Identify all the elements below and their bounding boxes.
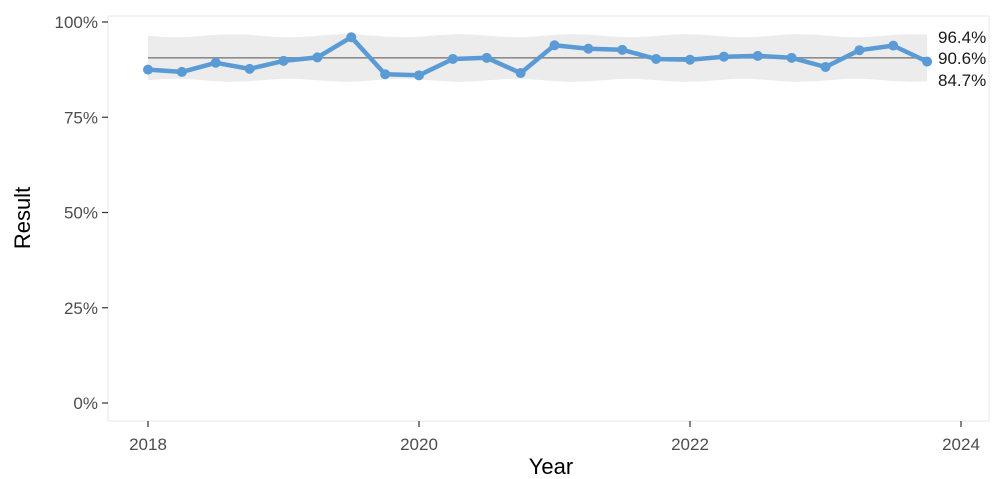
data-point — [278, 55, 289, 66]
data-point — [481, 52, 492, 63]
data-point — [515, 68, 526, 79]
data-point — [820, 61, 831, 72]
upper-limit-label: 96.4% — [938, 28, 986, 47]
y-tick-label: 0% — [73, 394, 98, 413]
series-points — [143, 32, 933, 81]
x-axis-title: Year — [529, 454, 573, 479]
data-point — [143, 64, 153, 75]
y-tick-label: 75% — [64, 108, 98, 127]
data-point — [549, 40, 560, 51]
data-point — [380, 69, 391, 80]
data-point — [617, 44, 628, 55]
x-tick-label: 2022 — [671, 435, 709, 454]
data-point — [854, 45, 865, 56]
series-line — [145, 34, 930, 78]
y-tick-label: 50% — [64, 204, 98, 223]
data-point — [210, 57, 221, 68]
y-tick-label: 100% — [55, 13, 98, 32]
data-point — [685, 54, 695, 65]
data-point — [922, 56, 933, 67]
x-tick-label: 2020 — [400, 435, 438, 454]
data-point — [414, 70, 424, 81]
data-point — [786, 52, 797, 63]
data-point — [447, 53, 458, 64]
y-axis-title: Result — [10, 187, 35, 249]
x-tick-label: 2024 — [942, 435, 980, 454]
lower-limit-label: 84.7% — [938, 71, 986, 90]
data-point — [752, 50, 763, 61]
data-point — [312, 52, 323, 63]
data-point — [718, 51, 729, 62]
data-point — [583, 43, 594, 54]
data-point — [244, 63, 255, 74]
axes: 0% 25% 50% 75% 100% 2018 2020 2022 2024 — [55, 13, 980, 454]
data-point — [176, 66, 187, 77]
data-point — [651, 53, 662, 64]
mean-label: 90.6% — [938, 49, 986, 68]
data-point — [346, 32, 357, 43]
y-tick-label: 25% — [64, 299, 98, 318]
x-tick-label: 2018 — [129, 435, 167, 454]
data-point — [888, 40, 899, 51]
plot-panel — [107, 15, 990, 422]
